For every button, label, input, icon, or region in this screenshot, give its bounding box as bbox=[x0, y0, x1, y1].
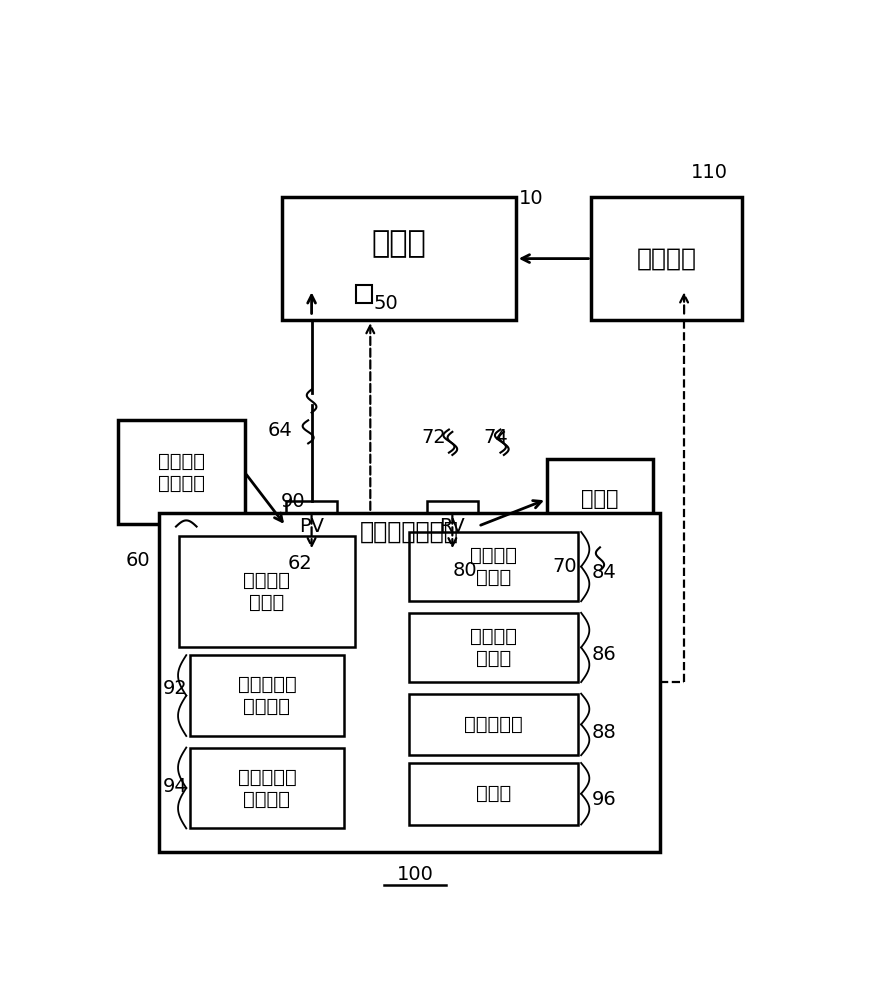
Bar bbox=[356, 285, 372, 303]
Text: 100: 100 bbox=[397, 865, 433, 884]
Bar bbox=[409, 763, 578, 825]
Text: 基本净化处
理控制部: 基本净化处 理控制部 bbox=[237, 675, 296, 716]
Text: 真空装置: 真空装置 bbox=[637, 247, 697, 271]
Text: 84: 84 bbox=[591, 563, 616, 582]
Text: 发送部: 发送部 bbox=[476, 784, 511, 803]
Text: 110: 110 bbox=[691, 163, 728, 182]
Text: 80: 80 bbox=[453, 561, 478, 580]
Text: 低温泵: 低温泵 bbox=[372, 229, 426, 258]
Text: 94: 94 bbox=[163, 777, 188, 796]
Text: 粗抽泵: 粗抽泵 bbox=[581, 489, 618, 509]
Bar bbox=[426, 501, 478, 551]
Bar bbox=[409, 532, 578, 601]
Text: 追加净化处
理控制部: 追加净化处 理控制部 bbox=[237, 767, 296, 808]
Text: 排气处理
控制部: 排气处理 控制部 bbox=[470, 546, 517, 587]
Bar bbox=[283, 197, 516, 320]
Text: 劣化判定部: 劣化判定部 bbox=[464, 715, 523, 734]
Text: 72: 72 bbox=[421, 428, 446, 447]
Text: 92: 92 bbox=[163, 679, 188, 698]
Bar bbox=[159, 513, 660, 852]
Text: 60: 60 bbox=[126, 551, 151, 570]
Bar bbox=[591, 197, 742, 320]
Text: 62: 62 bbox=[288, 554, 313, 573]
Text: RV: RV bbox=[439, 517, 465, 536]
Bar bbox=[118, 420, 245, 524]
Bar bbox=[190, 655, 344, 736]
Bar bbox=[179, 536, 354, 647]
Text: 净化处理
控制部: 净化处理 控制部 bbox=[244, 571, 291, 612]
Text: 10: 10 bbox=[519, 189, 544, 208]
Text: 50: 50 bbox=[374, 294, 399, 313]
Bar bbox=[409, 694, 578, 755]
Text: PV: PV bbox=[299, 517, 324, 536]
Text: 升温处理
控制部: 升温处理 控制部 bbox=[470, 627, 517, 668]
Text: 88: 88 bbox=[591, 723, 616, 742]
Text: 64: 64 bbox=[268, 421, 292, 440]
Text: 70: 70 bbox=[552, 557, 577, 576]
Text: 74: 74 bbox=[484, 428, 509, 447]
Bar bbox=[547, 459, 653, 540]
Text: 低温泵控制装置: 低温泵控制装置 bbox=[360, 520, 459, 544]
Bar bbox=[409, 613, 578, 682]
Text: 90: 90 bbox=[281, 492, 306, 511]
Text: 净化气体
供给装置: 净化气体 供给装置 bbox=[158, 452, 205, 493]
Bar bbox=[190, 748, 344, 828]
Text: 86: 86 bbox=[591, 645, 616, 664]
Bar bbox=[286, 501, 338, 551]
Text: 96: 96 bbox=[591, 790, 616, 809]
